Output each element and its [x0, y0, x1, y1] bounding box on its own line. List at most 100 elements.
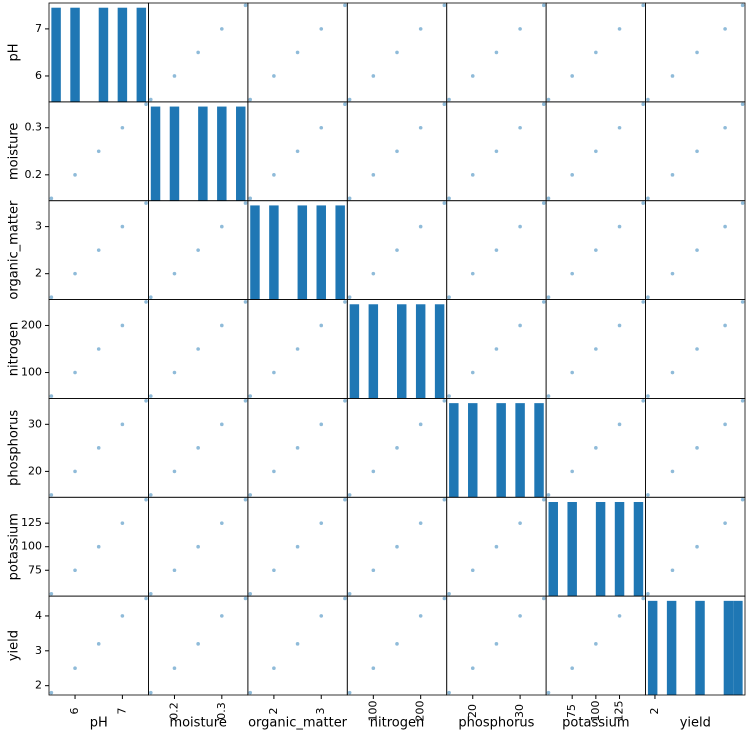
hist-bar — [434, 304, 445, 399]
scatter-point — [196, 642, 200, 646]
scatter-point — [96, 544, 101, 549]
scatter-point — [120, 224, 125, 229]
scatter-point — [646, 591, 650, 596]
scatter-point — [395, 50, 399, 55]
hist-bar — [316, 205, 326, 300]
scatter-point — [248, 97, 253, 102]
scatter-point — [196, 446, 200, 450]
hist-bar — [723, 600, 734, 695]
scatter-point — [546, 394, 551, 398]
scatter-point — [49, 295, 54, 300]
y-tick-label: 20 — [28, 464, 42, 477]
scatter-point — [670, 469, 675, 474]
scatter-point — [447, 690, 451, 695]
scatter-point — [272, 666, 276, 671]
hist-bar — [335, 205, 345, 300]
scatter-point — [541, 596, 546, 601]
scatter-point — [570, 370, 574, 375]
scatter-point — [395, 446, 399, 450]
hist-bar — [449, 403, 459, 498]
x-tick-label: 200 — [414, 701, 427, 722]
scatter-point — [470, 370, 475, 375]
scatter-point — [695, 149, 699, 154]
scatter-point — [144, 201, 148, 205]
scatter-point — [670, 271, 675, 276]
scatter-point — [196, 347, 200, 351]
scatter-point — [695, 347, 699, 351]
hist-bar — [595, 501, 606, 597]
scatter-point — [617, 224, 622, 229]
y-tick-label: 3 — [35, 220, 42, 233]
scatter-point — [371, 568, 376, 573]
scatter-point — [120, 521, 125, 525]
scatter-point — [442, 398, 447, 403]
x-tick-label: 2 — [267, 708, 280, 715]
scatter-point — [740, 201, 745, 205]
scatter-point — [319, 323, 324, 328]
scatter-point — [73, 271, 77, 276]
scatter-point — [49, 394, 54, 398]
scatter-point — [49, 591, 54, 596]
scatter-point — [470, 271, 475, 276]
scatter-point — [442, 201, 447, 205]
scatter-point — [641, 3, 646, 8]
scatter-point — [641, 201, 646, 205]
scatter-point — [494, 149, 499, 154]
hist-bar — [515, 403, 525, 498]
hist-bar — [397, 304, 407, 399]
scatter-point — [295, 149, 300, 154]
scatter-point — [319, 614, 324, 618]
scatter-point — [220, 224, 224, 229]
hist-bar — [468, 403, 478, 498]
scatter-point — [172, 469, 177, 474]
scatter-point — [395, 149, 399, 154]
scatter-point — [73, 666, 77, 671]
scatter-point — [148, 295, 153, 300]
scatter-point — [272, 173, 276, 177]
scatter-point — [343, 3, 347, 8]
x-tick-label: 30 — [513, 704, 526, 718]
scatter-point — [96, 149, 101, 154]
hist-bar — [70, 7, 80, 102]
scatter-point — [343, 398, 347, 403]
hist-bar — [150, 106, 161, 201]
scatter-point — [442, 497, 447, 502]
scatter-point — [546, 295, 551, 300]
scatter-point — [220, 521, 224, 525]
scatter-point — [418, 614, 423, 618]
x-tick-label: 0.3 — [215, 702, 228, 720]
scatter-point — [49, 196, 54, 201]
scatter-point — [570, 666, 574, 671]
scatter-point — [196, 50, 200, 55]
x-axis-label: organic_matter — [248, 716, 348, 731]
scatter-point — [641, 398, 646, 403]
scatter-point — [670, 173, 675, 177]
y-axis-label: moisture — [7, 123, 22, 180]
hist-bar — [733, 600, 743, 695]
x-tick-label: 6 — [68, 708, 81, 715]
scatter-point — [319, 521, 324, 525]
scatter-point — [723, 125, 727, 130]
scatter-point — [220, 323, 224, 328]
scatter-point — [442, 102, 447, 107]
scatter-point — [695, 50, 699, 55]
scatter-point — [594, 248, 598, 252]
scatter-point — [570, 74, 574, 78]
scatter-point — [541, 3, 546, 8]
scatter-point — [148, 493, 153, 497]
x-axis-label: nitrogen — [370, 716, 424, 731]
scatter-point — [343, 497, 347, 502]
scatter-point — [494, 544, 499, 549]
hist-bar — [269, 205, 279, 300]
scatter-point — [96, 446, 101, 450]
hist-bar — [117, 7, 128, 102]
hist-bar — [169, 106, 180, 201]
scatter-point — [172, 271, 177, 276]
scatter-point — [243, 497, 248, 502]
y-tick-label: 4 — [35, 609, 42, 622]
y-tick-label: 75 — [28, 563, 42, 576]
y-tick-label: 125 — [21, 516, 42, 529]
scatter-point — [295, 50, 300, 55]
scatter-point — [570, 173, 574, 177]
